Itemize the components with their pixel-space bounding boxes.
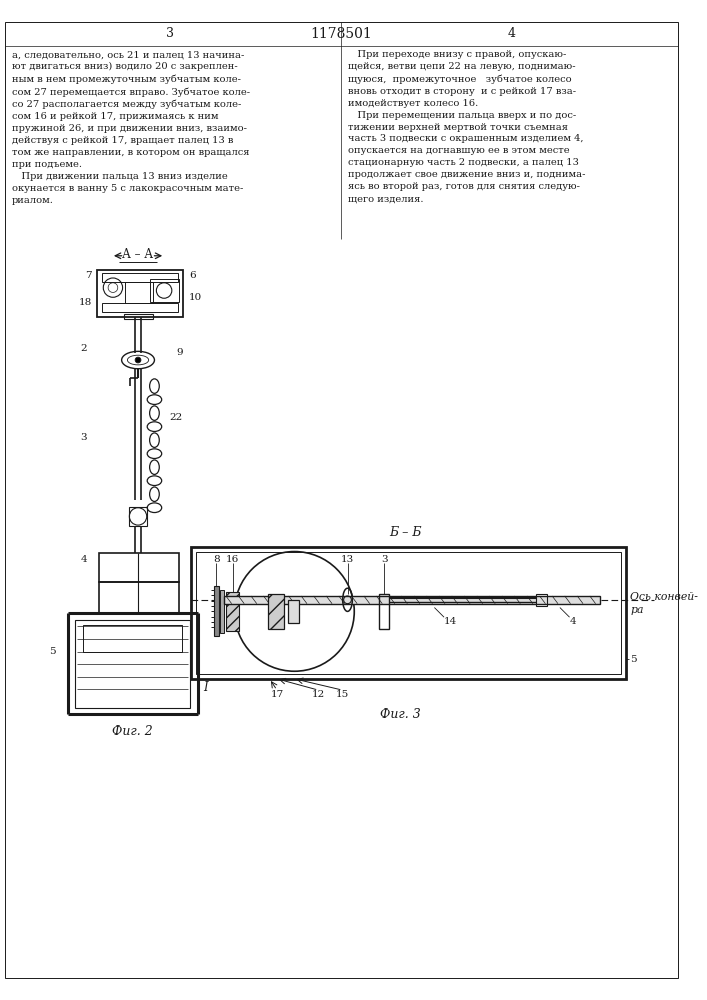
Text: 3: 3 (81, 433, 87, 442)
Bar (124, 314, 153, 319)
Text: 1178501: 1178501 (310, 27, 372, 41)
Text: 4: 4 (81, 555, 87, 564)
Text: 5: 5 (49, 647, 56, 656)
Text: 5: 5 (631, 655, 637, 664)
Text: 10: 10 (189, 293, 202, 302)
Circle shape (135, 357, 141, 363)
Text: Б – Б: Б – Б (389, 526, 421, 539)
Bar (288, 600, 299, 623)
Bar (97, 270, 183, 317)
Bar (191, 547, 626, 679)
Bar (536, 594, 547, 606)
Bar (125, 282, 153, 303)
Text: 15: 15 (336, 690, 349, 699)
Text: При переходе внизу с правой, опускаю-
щейся, ветви цепи 22 на левую, поднимаю-
щ: При переходе внизу с правой, опускаю- ще… (348, 50, 585, 203)
Bar (103, 303, 177, 312)
Text: А – А: А – А (122, 248, 153, 261)
Text: 22: 22 (169, 413, 182, 422)
Text: 3: 3 (166, 27, 174, 40)
Bar (220, 590, 224, 633)
Bar (75, 620, 190, 708)
Text: Ось конвей-
ра: Ось конвей- ра (631, 592, 699, 615)
Bar (129, 507, 147, 526)
Bar (83, 625, 182, 652)
Bar (150, 279, 179, 302)
Text: а, следовательно, ось 21 и палец 13 начина-
ют двигаться вниз) водило 20 с закре: а, следовательно, ось 21 и палец 13 начи… (11, 50, 250, 205)
Text: 9: 9 (177, 348, 183, 357)
Bar (380, 594, 389, 629)
Text: Фиг. 2: Фиг. 2 (112, 725, 153, 738)
Text: 12: 12 (312, 690, 325, 699)
Text: Фиг. 3: Фиг. 3 (380, 708, 421, 721)
Text: 7: 7 (85, 271, 92, 280)
Bar (196, 552, 621, 674)
Text: 8: 8 (213, 555, 220, 564)
Bar (269, 594, 284, 629)
Text: 13: 13 (341, 555, 354, 564)
Text: 18: 18 (78, 298, 92, 307)
Bar (100, 582, 179, 613)
Text: 17: 17 (270, 690, 284, 699)
Text: 4: 4 (570, 617, 576, 626)
Bar (103, 273, 177, 282)
Text: 14: 14 (444, 617, 457, 626)
Text: I: I (203, 681, 207, 694)
Text: 4: 4 (508, 27, 515, 40)
Text: 16: 16 (226, 555, 239, 564)
Text: 3: 3 (381, 555, 387, 564)
Bar (214, 586, 219, 636)
Text: 6: 6 (189, 271, 196, 280)
Bar (226, 592, 240, 631)
Bar (224, 596, 600, 604)
Text: 2: 2 (81, 344, 87, 353)
Bar (100, 553, 179, 582)
